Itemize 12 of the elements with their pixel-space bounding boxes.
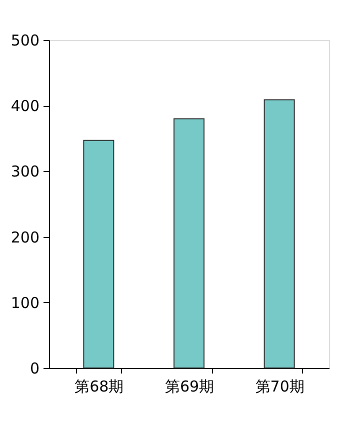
x-tick-label: 第68期 (74, 378, 124, 396)
y-tick-label: 200 (10, 228, 40, 246)
bar (264, 99, 295, 368)
y-tick-label: 500 (10, 32, 40, 50)
bar (174, 118, 204, 368)
y-tick-label: 400 (10, 97, 40, 116)
x-tick-label: 第69期 (164, 378, 214, 396)
bar (83, 140, 114, 368)
x-tick-label: 第70期 (255, 378, 304, 396)
y-tick-label: 100 (10, 294, 40, 312)
y-tick-label: 0 (30, 360, 40, 378)
y-tick-label: 300 (10, 162, 40, 181)
